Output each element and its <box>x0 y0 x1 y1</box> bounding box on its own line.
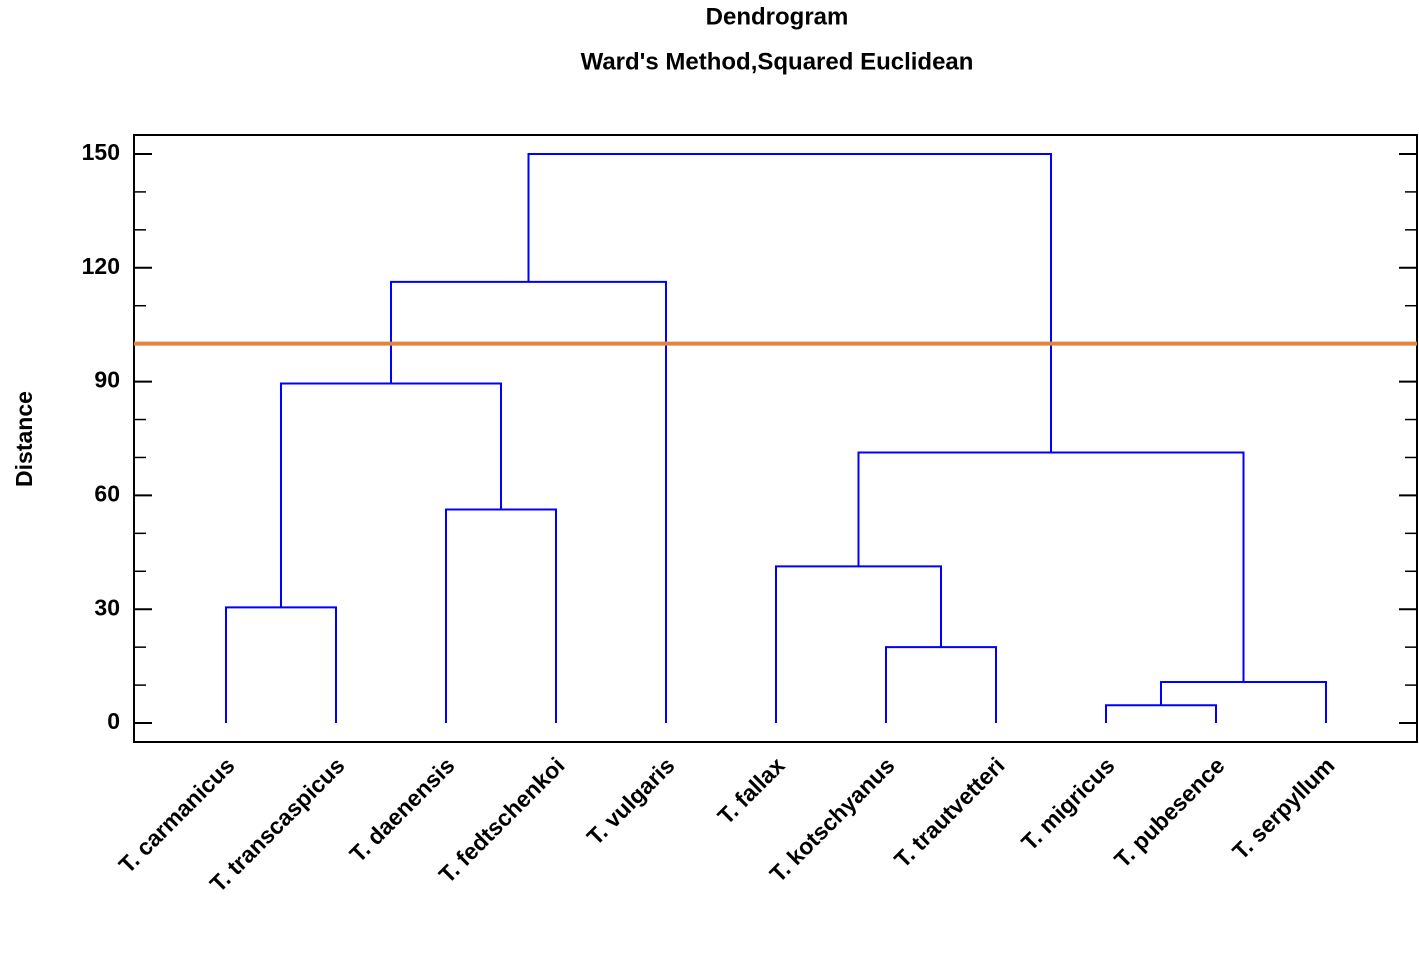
dendrogram-link <box>445 508 557 724</box>
y-tick-label: 0 <box>107 708 120 734</box>
chart-subtitle: Ward's Method,Squared Euclidean <box>581 48 974 75</box>
x-tick-label: T. trautvetteri <box>889 752 1010 873</box>
dendrogram-link <box>527 152 1052 453</box>
dendrogram-link <box>857 451 1245 683</box>
dendrogram-link <box>885 646 997 724</box>
dendrogram-link <box>280 382 502 608</box>
x-tick-label: T. pubesence <box>1109 752 1230 873</box>
y-axis-label: Distance <box>11 391 37 487</box>
x-tick-label: T. carmanicus <box>114 752 240 878</box>
x-tick-label: T. migricus <box>1016 752 1119 855</box>
dendrogram-link <box>225 606 337 724</box>
dendrogram-link <box>1105 704 1217 724</box>
x-tick-label: T. vulgaris <box>582 752 680 850</box>
y-tick-label: 150 <box>82 139 120 165</box>
dendrogram-link <box>775 565 942 724</box>
y-tick-label: 90 <box>94 367 120 393</box>
x-tick-label: T. serpyllum <box>1227 752 1339 864</box>
plot-frame <box>133 134 1418 743</box>
x-tick-label: T. daenensis <box>344 752 459 867</box>
chart-title: Dendrogram <box>706 3 849 30</box>
x-tick-label: T. fallax <box>712 752 789 829</box>
y-tick-label: 60 <box>94 480 120 506</box>
dendrogram-link <box>390 280 667 724</box>
y-tick-label: 30 <box>94 594 120 620</box>
y-tick-label: 120 <box>82 253 120 279</box>
dendrogram-link <box>1160 681 1327 724</box>
